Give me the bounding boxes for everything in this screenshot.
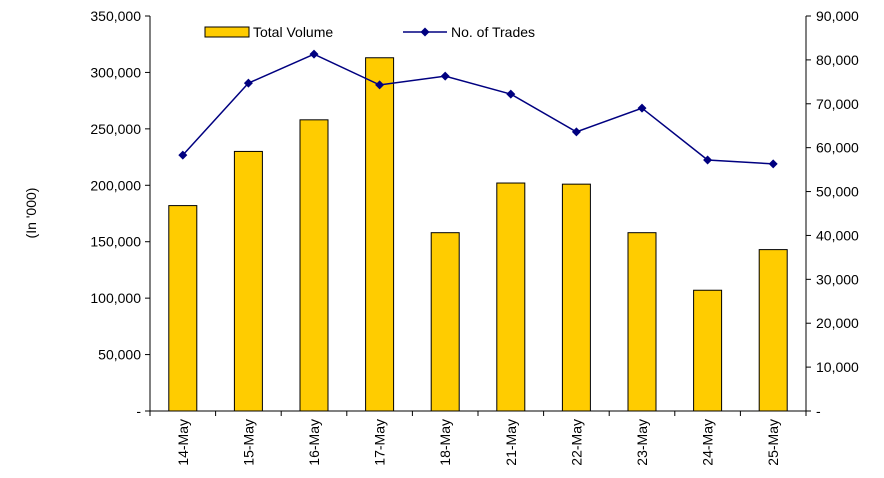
x-tick-label: 15-May: [240, 419, 256, 466]
bar: [758, 249, 788, 412]
marker: [243, 78, 253, 88]
y-tick-label: 150,000: [90, 234, 141, 250]
y2-tick-label: 10,000: [816, 359, 859, 375]
bar: [693, 289, 723, 412]
marker: [637, 103, 647, 113]
legend-label: No. of Trades: [451, 24, 535, 40]
marker: [506, 89, 516, 99]
marker: [768, 159, 778, 169]
y-tick-label: 300,000: [90, 64, 141, 80]
y-tick-label: 250,000: [90, 121, 141, 137]
marker: [178, 150, 188, 160]
bar: [233, 150, 263, 412]
x-tick-label: 25-May: [765, 419, 781, 466]
bar: [168, 205, 198, 412]
y-tick-label: 100,000: [90, 290, 141, 306]
y2-tick-label: 80,000: [816, 52, 859, 68]
y-tick-label: 200,000: [90, 177, 141, 193]
y2-tick-label: 50,000: [816, 184, 859, 200]
marker: [309, 49, 319, 59]
y2-tick-label: 90,000: [816, 8, 859, 24]
y2-tick-label: -: [816, 403, 821, 419]
y2-tick-label: 60,000: [816, 140, 859, 156]
bar: [496, 182, 526, 412]
y-axis-label: (In '000): [23, 188, 39, 239]
bar: [627, 232, 657, 412]
y-tick-label: 350,000: [90, 8, 141, 24]
y-tick-label: 50,000: [98, 347, 141, 363]
x-tick-label: 21-May: [503, 419, 519, 466]
marker: [571, 127, 581, 137]
bar: [561, 183, 591, 412]
y2-tick-label: 30,000: [816, 271, 859, 287]
bar: [299, 119, 329, 412]
legend-label: Total Volume: [253, 24, 333, 40]
x-tick-label: 14-May: [175, 419, 191, 466]
x-tick-label: 23-May: [634, 419, 650, 466]
x-tick-label: 17-May: [372, 419, 388, 466]
legend-swatch: [204, 26, 250, 38]
marker: [703, 155, 713, 165]
y2-tick-label: 70,000: [816, 96, 859, 112]
y2-tick-label: 40,000: [816, 227, 859, 243]
bar: [365, 57, 395, 412]
x-tick-label: 16-May: [306, 419, 322, 466]
marker: [440, 71, 450, 81]
legend-marker: [420, 27, 430, 37]
x-tick-label: 18-May: [437, 419, 453, 466]
marker: [375, 80, 385, 90]
bar: [430, 232, 460, 412]
x-tick-label: 24-May: [700, 419, 716, 466]
y2-tick-label: 20,000: [816, 315, 859, 331]
y-tick-label: -: [136, 403, 141, 419]
x-tick-label: 22-May: [568, 419, 584, 466]
line: [182, 53, 774, 165]
